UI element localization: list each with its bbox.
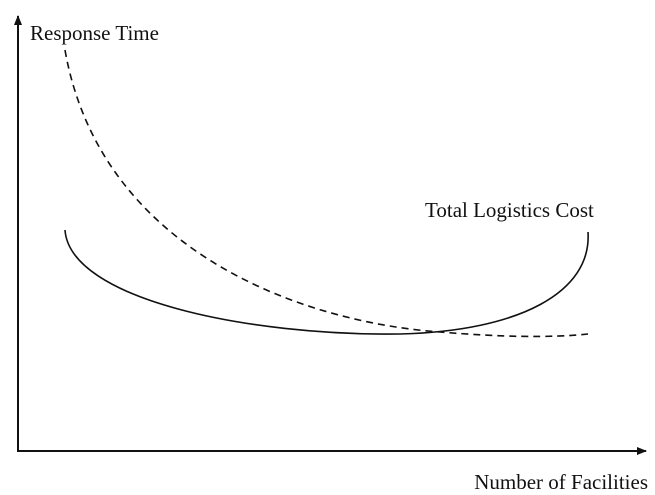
logistics-cost-curve [64,229,589,335]
response-time-curve [64,49,589,338]
y-axis-label: Response Time [30,21,159,45]
x-axis-label: Number of Facilities [474,470,648,494]
curve-label: Total Logistics Cost [425,198,594,222]
